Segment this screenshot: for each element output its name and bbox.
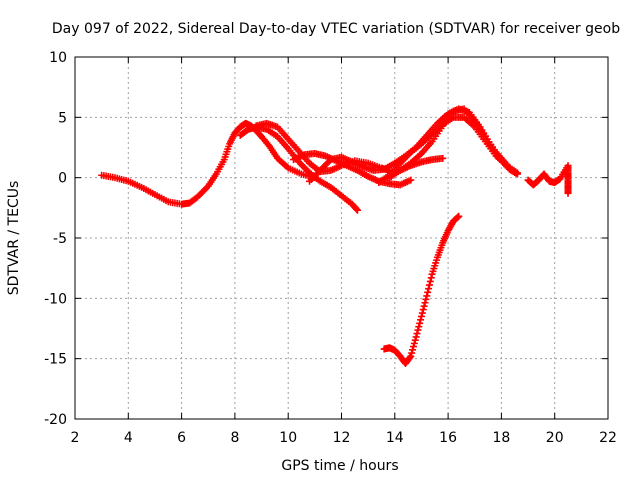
- y-tick-label: -15: [44, 352, 67, 368]
- data-point: [407, 176, 415, 184]
- x-tick-label: 20: [546, 430, 564, 446]
- x-tick-label: 18: [492, 430, 510, 446]
- x-tick-label: 8: [230, 430, 239, 446]
- y-axis-label: SDTVAR / TECUs: [6, 181, 22, 296]
- data-point: [425, 281, 433, 289]
- x-tick-label: 22: [599, 430, 617, 446]
- data-point: [407, 352, 415, 360]
- grid: [75, 57, 608, 419]
- y-tick-label: 0: [58, 171, 67, 187]
- data-point: [409, 346, 417, 354]
- y-tick-label: 5: [58, 110, 67, 126]
- data-point: [353, 206, 361, 214]
- data-point: [415, 323, 423, 331]
- data-point: [454, 213, 462, 221]
- data-point: [426, 277, 434, 285]
- data-point: [421, 299, 429, 307]
- data-point: [412, 333, 420, 341]
- series-arc-b: [236, 123, 361, 214]
- data-point: [409, 343, 417, 351]
- data-point: [411, 336, 419, 344]
- data-point: [406, 353, 414, 361]
- x-axis-label: GPS time / hours: [281, 458, 398, 474]
- data-point: [455, 212, 463, 220]
- data-point: [564, 189, 572, 197]
- data-point: [423, 292, 431, 300]
- data-point: [417, 312, 425, 320]
- x-tick-label: 16: [439, 430, 457, 446]
- x-tick-label: 2: [71, 430, 80, 446]
- series-arc-h: [396, 154, 447, 174]
- x-tick-label: 6: [177, 430, 186, 446]
- y-tick-label: -10: [44, 291, 67, 307]
- data-point: [353, 205, 361, 213]
- data-point: [417, 316, 425, 324]
- data-points: [98, 105, 572, 367]
- data-point: [424, 288, 432, 296]
- y-tick-label: 10: [49, 50, 67, 66]
- axis-ticks: 2 4 6 8 10 12 14 16 18 20 22 -20 -15 -10 -5 0 5 10: [44, 50, 617, 446]
- data-point: [420, 302, 428, 310]
- data-point: [414, 326, 422, 334]
- x-tick-label: 10: [279, 430, 297, 446]
- y-tick-label: -5: [53, 231, 67, 247]
- x-tick-label: 12: [333, 430, 351, 446]
- data-point: [419, 306, 427, 314]
- data-point: [413, 330, 421, 338]
- data-point: [425, 285, 433, 293]
- y-tick-label: -20: [44, 412, 67, 428]
- data-point: [416, 319, 424, 327]
- data-point: [418, 309, 426, 317]
- data-point: [410, 339, 418, 347]
- data-point: [427, 274, 435, 282]
- chart-title: Day 097 of 2022, Sidereal Day-to-day VTE…: [52, 21, 620, 37]
- data-point: [422, 295, 430, 303]
- data-point: [503, 160, 511, 168]
- x-tick-label: 14: [386, 430, 404, 446]
- x-tick-label: 4: [124, 430, 133, 446]
- data-point: [513, 169, 521, 177]
- data-point: [408, 349, 416, 357]
- data-point: [439, 154, 447, 162]
- series-arc-drop: [380, 212, 463, 367]
- series-tail: [524, 162, 572, 197]
